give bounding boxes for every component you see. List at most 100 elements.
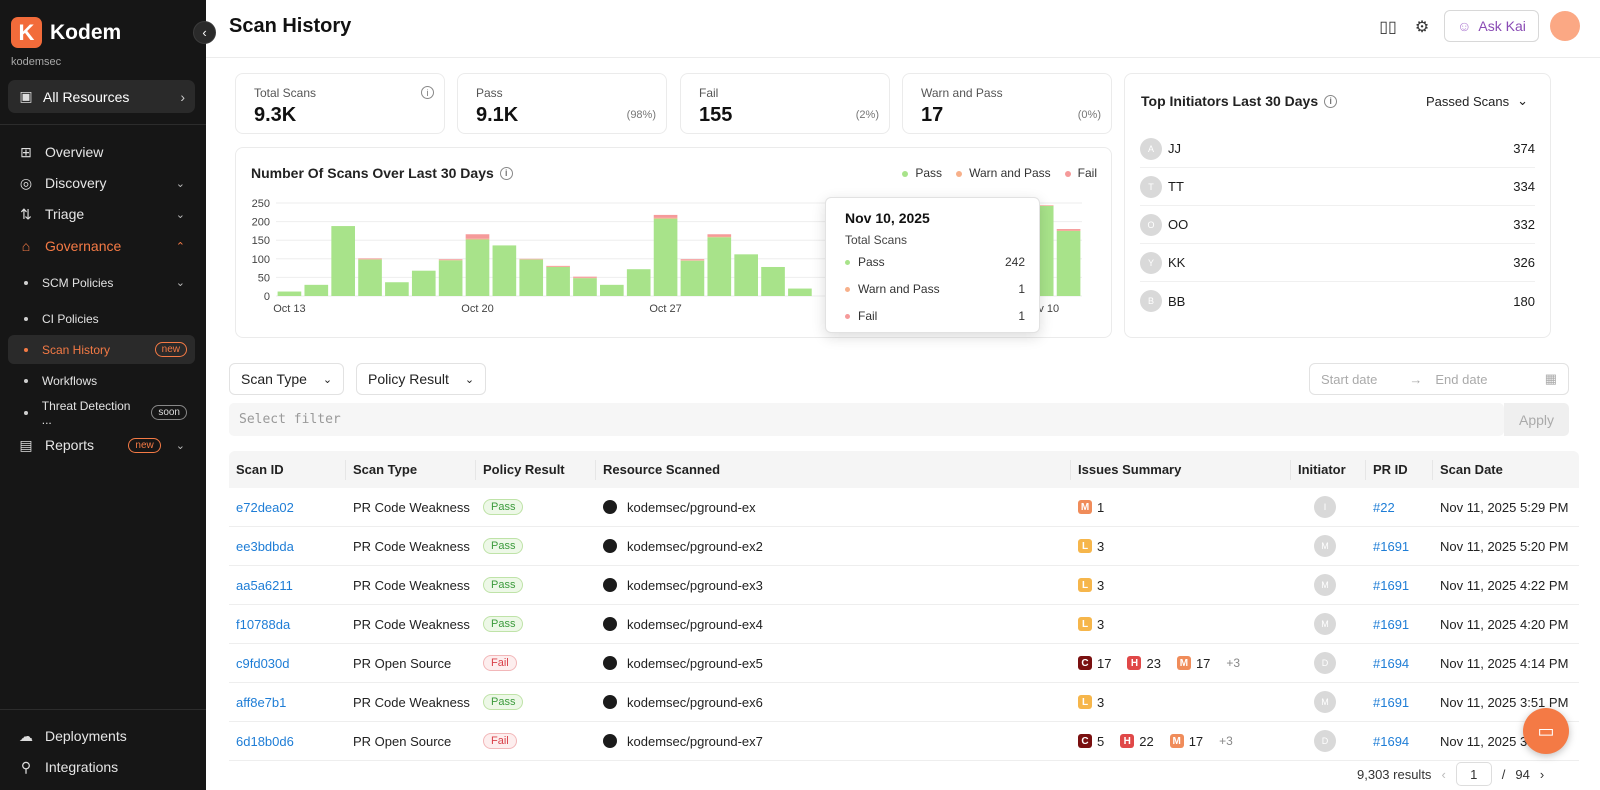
bar-pass[interactable] (761, 266, 785, 296)
info-icon[interactable]: i (421, 86, 434, 99)
apply-button[interactable]: Apply (1504, 403, 1569, 436)
bar-pass[interactable] (653, 218, 678, 296)
pr-id-link[interactable]: #1691 (1373, 694, 1410, 710)
bar-pass[interactable] (492, 245, 517, 296)
sidebar-item-integrations[interactable]: ⚲ Integrations (8, 752, 195, 782)
resource-name[interactable]: kodemsec/pground-ex7 (627, 733, 763, 749)
table-row[interactable]: f10788da PR Code Weakness Pass kodemsec/pgr… (229, 605, 1579, 644)
bar-fail[interactable] (465, 234, 490, 239)
resource-name[interactable]: kodemsec/pground-ex2 (627, 538, 763, 554)
bar-warn-and-pass[interactable] (465, 238, 490, 240)
bar-warn-and-pass[interactable] (707, 236, 732, 238)
resource-name[interactable]: kodemsec/pground-ex6 (627, 694, 763, 710)
scan-id-link[interactable]: c9fd030d (236, 655, 290, 671)
pr-id-link[interactable]: #1694 (1373, 655, 1410, 671)
legend-item-pass[interactable]: Pass (902, 166, 942, 180)
bar-pass[interactable] (626, 269, 651, 296)
chevron-right-icon[interactable]: › (1539, 766, 1545, 782)
chevron-left-icon[interactable]: ‹ (1441, 766, 1446, 782)
scan-id-link[interactable]: 6d18b0d6 (236, 733, 294, 749)
bar-pass[interactable] (358, 259, 382, 296)
pr-id-link[interactable]: #1694 (1373, 733, 1410, 749)
bar-pass[interactable] (277, 291, 302, 296)
bar-fail[interactable] (1056, 229, 1081, 231)
more-issues[interactable]: +3 (1226, 656, 1241, 670)
initiators-select[interactable]: Passed Scans ⌄ (1426, 93, 1528, 109)
bar-pass[interactable] (465, 239, 490, 296)
sidebar-sub-scan-history[interactable]: Scan History new (8, 335, 195, 364)
more-issues[interactable]: +3 (1219, 734, 1233, 748)
scan-id-link[interactable]: f10788da (236, 616, 291, 632)
gear-icon[interactable]: ⚙ (1414, 19, 1430, 36)
sidebar-item-triage[interactable]: ⇅ Triage ⌄ (8, 199, 195, 229)
sidebar-sub-workflows[interactable]: Workflows (8, 366, 195, 395)
bar-pass[interactable] (331, 226, 355, 296)
sidebar-item-discovery[interactable]: ◎ Discovery ⌄ (8, 168, 195, 198)
bar-fail[interactable] (707, 234, 732, 237)
chat-button[interactable]: ▭ (1523, 708, 1569, 754)
col-pr-id[interactable]: PR ID (1366, 459, 1433, 480)
sidebar-sub-ci-policies[interactable]: CI Policies (8, 304, 195, 333)
pr-id-link[interactable]: #1691 (1373, 538, 1410, 554)
table-row[interactable]: aff8e7b1 PR Code Weakness Pass kodemsec/pgr… (229, 683, 1579, 722)
bar-fail[interactable] (358, 258, 382, 260)
bar-pass[interactable] (411, 270, 436, 296)
bar-fail[interactable] (653, 214, 678, 218)
policy-result-filter[interactable]: Policy Result ⌄ (356, 363, 487, 395)
select-filter-input[interactable]: Select filter (229, 403, 1504, 436)
col-scan-date[interactable]: Scan Date (1440, 462, 1503, 477)
bar-pass[interactable] (304, 284, 329, 296)
sidebar-sub-threat-detection[interactable]: Threat Detection ... soon (8, 398, 195, 427)
start-date-input[interactable]: Start date (1321, 371, 1378, 387)
pr-id-link[interactable]: #22 (1373, 499, 1395, 515)
table-row[interactable]: e72dea02 PR Code Weakness Pass kodemsec/pgr… (229, 488, 1579, 527)
scan-id-link[interactable]: ee3bdbda (236, 538, 294, 554)
bar-pass[interactable] (788, 288, 812, 296)
sidebar-item-deployments[interactable]: ☁ Deployments (8, 721, 195, 751)
legend-item-fail[interactable]: Fail (1064, 166, 1097, 180)
table-row[interactable]: 6d18b0d6 PR Open Source Fail kodemsec/pgrou… (229, 722, 1579, 761)
resource-name[interactable]: kodemsec/pground-ex4 (627, 616, 763, 632)
bar-pass[interactable] (707, 237, 732, 296)
scan-id-link[interactable]: e72dea02 (236, 499, 294, 515)
pr-id-link[interactable]: #1691 (1373, 577, 1410, 593)
bar-pass[interactable] (573, 278, 597, 296)
info-icon[interactable]: i (1324, 94, 1338, 108)
bar-fail[interactable] (438, 259, 463, 260)
resource-name[interactable]: kodemsec/pground-ex (627, 499, 756, 515)
collapse-sidebar-button[interactable]: ‹ (193, 21, 216, 44)
bar-pass[interactable] (1056, 230, 1081, 296)
sidebar-item-governance[interactable]: ⌂ Governance ⌃ (8, 231, 195, 261)
book-icon[interactable]: ▯▯ (1379, 19, 1397, 36)
bar-pass[interactable] (438, 260, 463, 296)
all-resources-button[interactable]: ▣ All Resources › (8, 80, 195, 113)
bar-pass[interactable] (600, 284, 624, 296)
end-date-input[interactable]: End date (1435, 371, 1488, 387)
sidebar-item-overview[interactable]: ⊞ Overview (8, 137, 195, 167)
brand[interactable]: K Kodem (11, 17, 121, 48)
ask-kai-button[interactable]: ☺ Ask Kai (1444, 10, 1539, 42)
sidebar-sub-scm-policies[interactable]: SCM Policies ⌄ (8, 268, 195, 297)
info-icon[interactable]: i (499, 166, 513, 180)
resource-name[interactable]: kodemsec/pground-ex5 (627, 655, 763, 671)
col-scan-type[interactable]: Scan Type (346, 459, 476, 480)
bar-pass[interactable] (519, 259, 544, 296)
sidebar-item-reports[interactable]: ▤ Reports new ⌄ (8, 430, 195, 460)
bar-pass[interactable] (734, 254, 758, 296)
scan-type-filter[interactable]: Scan Type ⌄ (229, 363, 345, 395)
table-row[interactable]: aa5a6211 PR Code Weakness Pass kodemsec/pgr… (229, 566, 1579, 605)
bar-fail[interactable] (546, 265, 570, 267)
bar-fail[interactable] (573, 276, 597, 278)
bar-fail[interactable] (680, 259, 705, 261)
col-issues-summary[interactable]: Issues Summary (1071, 459, 1291, 480)
user-avatar[interactable] (1550, 11, 1580, 41)
table-row[interactable]: ee3bdbda PR Code Weakness Pass kodemsec/pgr… (229, 527, 1579, 566)
bar-pass[interactable] (680, 260, 705, 296)
date-range-picker[interactable]: Start date → End date ▦ (1309, 363, 1569, 395)
pr-id-link[interactable]: #1691 (1373, 616, 1410, 632)
col-policy-result[interactable]: Policy Result (476, 459, 596, 480)
bar-pass[interactable] (385, 282, 409, 296)
col-resource-scanned[interactable]: Resource Scanned (596, 459, 1071, 480)
page-input[interactable]: 1 (1455, 762, 1492, 786)
bar-warn-and-pass[interactable] (653, 217, 678, 219)
